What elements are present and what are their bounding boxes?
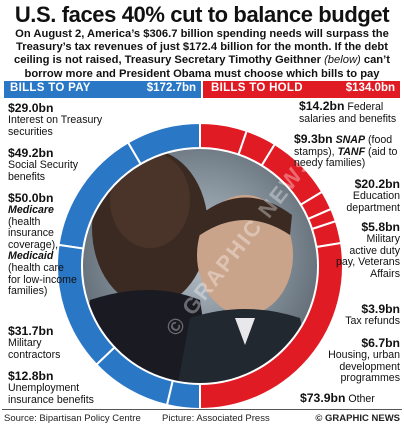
portrait-photo — [82, 150, 318, 384]
bills-to-pay-total: $172.7bn — [146, 82, 196, 94]
geithner-hair — [200, 197, 292, 235]
hold-item-other: $73.9bn Other — [300, 392, 402, 406]
pay-item-unemployment-label: Unemployment insurance benefits — [8, 382, 94, 406]
hold-item-military-pay: $5.8bn Military active duty pay, Veteran… — [336, 221, 400, 280]
hold-item-tax-refunds-label: Tax refunds — [345, 315, 400, 327]
bills-to-hold-label: BILLS TO HOLD — [211, 82, 303, 94]
hold-item-education: $20.2bn Education department — [328, 178, 400, 214]
hold-item-snap-tanf: $9.3bn SNAP (food stamps), TANF (aid to … — [294, 133, 402, 170]
hold-item-tax-refunds-value: $3.9bn — [361, 302, 400, 316]
bills-to-hold-band: BILLS TO HOLD $134.0bn — [203, 81, 400, 98]
hold-item-education-value: $20.2bn — [354, 177, 400, 191]
pay-item-interest-label: Interest on Treasury securities — [8, 114, 103, 138]
pay-item-social-security-value: $49.2bn — [8, 146, 54, 160]
hold-item-housing: $6.7bn Housing, urban development progra… — [316, 337, 400, 385]
graphic-news-logo: © GRAPHIC NEWS — [315, 413, 400, 424]
hold-item-snap-name: SNAP — [335, 134, 366, 146]
pay-item-medicaid-label: (health care for low-income families) — [8, 261, 77, 298]
pay-segment-4 — [165, 379, 201, 411]
pay-item-unemployment: $12.8bn Unemployment insurance benefits — [8, 370, 128, 406]
donut-segments — [56, 121, 344, 411]
hold-item-other-label: Other — [348, 393, 375, 405]
pay-item-medicaid-name: Medicaid — [8, 250, 54, 263]
source-note: Source: Bipartisan Policy Centre — [4, 413, 141, 424]
hold-item-military-pay-value: $5.8bn — [361, 220, 400, 234]
hold-item-federal-salaries-value: $14.2bn — [299, 99, 345, 113]
pay-item-social-security: $49.2bn Social Security benefits — [8, 147, 92, 183]
hold-item-tanf-label: (aid to needy families) — [294, 145, 398, 170]
intro-main: On August 2, America’s $306.7 billion sp… — [14, 28, 389, 67]
hold-item-housing-value: $6.7bn — [361, 336, 400, 350]
hold-item-military-pay-label: Military active duty pay, Veterans Affai… — [336, 233, 400, 280]
hold-item-tax-refunds: $3.9bn Tax refunds — [330, 303, 400, 328]
pay-item-military-contractors-label: Military contractors — [8, 337, 61, 361]
intro-text: On August 2, America’s $306.7 billion sp… — [8, 28, 396, 81]
picture-credit: Picture: Associated Press — [162, 413, 270, 424]
pay-item-social-security-label: Social Security benefits — [8, 159, 79, 183]
pay-item-military-contractors-value: $31.7bn — [8, 324, 54, 338]
obama-head — [110, 152, 190, 248]
bills-to-hold-total: $134.0bn — [345, 82, 395, 94]
geithner-collar — [235, 318, 255, 345]
intro-rest: can’t borrow more and President Obama mu… — [24, 54, 390, 80]
hold-item-federal-salaries: $14.2bn Federal salaries and benefits — [299, 100, 401, 125]
bills-to-pay-label: BILLS TO PAY — [10, 82, 91, 94]
pay-item-unemployment-value: $12.8bn — [8, 369, 54, 383]
pay-item-medicare: $50.0bn Medicare (health insurance cover… — [8, 192, 78, 298]
hold-item-snap-label: (food stamps), — [294, 134, 393, 158]
pay-item-interest-value: $29.0bn — [8, 101, 54, 115]
hold-item-federal-salaries-label: Federal salaries and benefits — [299, 101, 397, 125]
pay-item-medicare-label: (health insurance coverage), — [8, 215, 59, 251]
hold-item-housing-label: Housing, urban development programmes — [328, 349, 400, 385]
hold-item-snap-tanf-value: $9.3bn — [294, 132, 333, 146]
footer-divider — [2, 409, 402, 410]
page-title: U.S. faces 40% cut to balance budget — [14, 2, 390, 27]
pay-item-interest: $29.0bn Interest on Treasury securities — [8, 102, 118, 138]
hold-item-education-label: Education department — [346, 190, 400, 214]
pay-item-medicare-name: Medicare — [8, 204, 54, 216]
pay-item-medicare-value: $50.0bn — [8, 191, 54, 205]
hold-item-tanf-name: TANF — [337, 145, 366, 158]
pay-item-military-contractors: $31.7bn Military contractors — [8, 325, 86, 361]
geithner-head — [197, 195, 293, 315]
photo-area — [82, 148, 318, 384]
bills-to-pay-band: BILLS TO PAY $172.7bn — [4, 81, 201, 98]
intro-below: (below) — [324, 54, 361, 67]
hold-item-other-value: $73.9bn — [300, 391, 346, 405]
